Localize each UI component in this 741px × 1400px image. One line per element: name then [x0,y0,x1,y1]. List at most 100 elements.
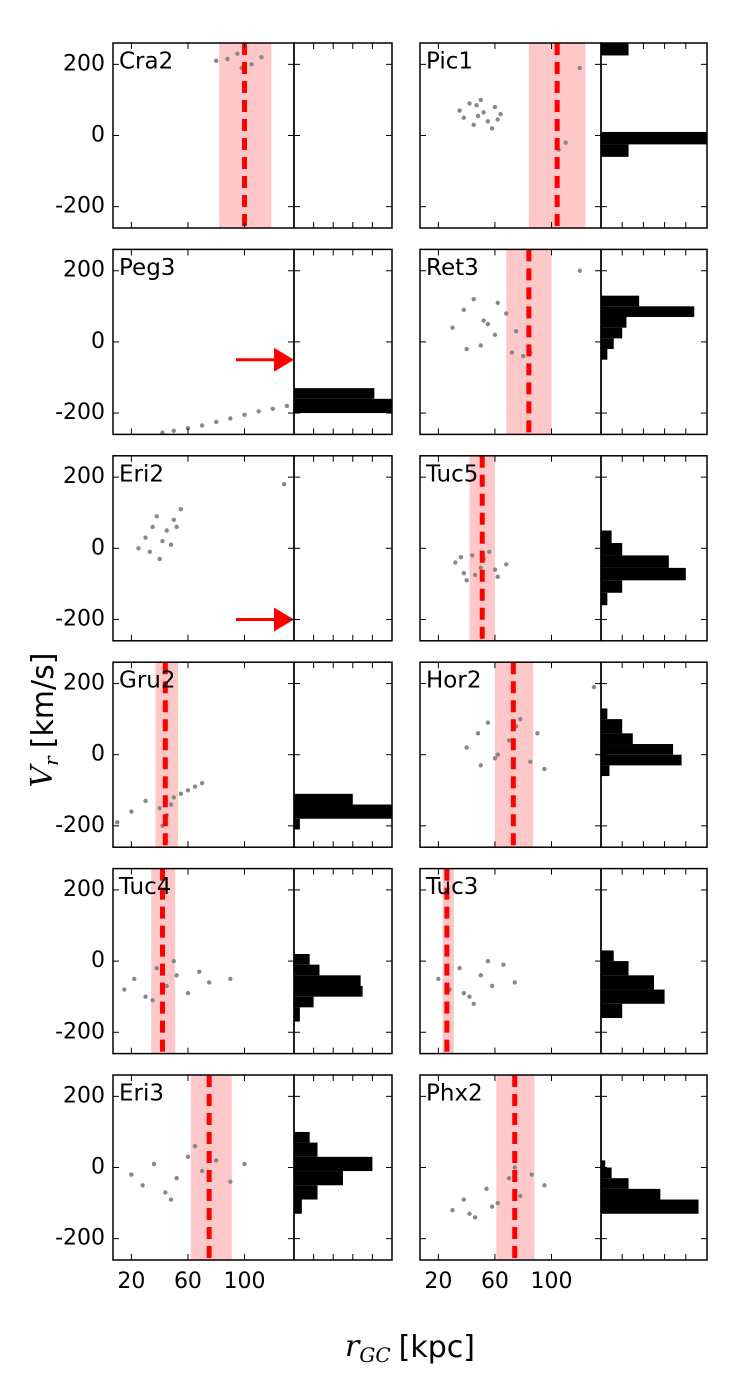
hist-bar [601,327,623,339]
panel [160,403,290,435]
data-point [457,966,462,971]
hist-bar [294,1185,318,1200]
hist-bar [294,1007,300,1022]
panel [129,1075,247,1260]
data-point [199,423,205,428]
hist-bar [294,953,310,965]
data-point [472,1215,478,1220]
hist-panel [601,708,682,777]
data-point [168,1197,174,1202]
data-point [471,122,476,128]
data-point [475,113,481,119]
data-point [228,416,233,421]
hist-panel [601,950,665,1019]
data-point [143,535,148,540]
panel [457,43,586,228]
hist-panel [294,793,392,830]
panel-title: Eri2 [119,461,164,487]
data-point [150,524,155,530]
data-point [185,1154,191,1160]
data-point [185,990,191,996]
hist-bar [601,580,623,593]
data-point [485,321,491,327]
y-tick-label: -200 [55,606,105,631]
data-point [129,1172,134,1177]
data-point [535,731,540,736]
data-point [481,318,486,323]
data-point [478,973,484,978]
data-point [478,565,484,571]
x-tick-label: 100 [224,1269,266,1294]
data-point [492,104,498,110]
data-point [214,419,219,425]
data-point [259,55,264,60]
y-tick-label: 200 [63,258,105,283]
hist-bar [601,950,614,962]
hist-bar [294,1156,373,1172]
hist-bar [601,961,629,976]
hist-bar [294,793,353,805]
hist-bar [601,349,608,360]
hist-bar [601,1199,699,1214]
x-tick-label: 100 [531,1269,573,1294]
data-point [464,578,469,583]
y-tick-label: 0 [91,948,105,973]
y-tick-label: 0 [91,123,105,148]
panel [115,662,205,848]
hist-frame [293,455,393,642]
data-point [235,51,240,56]
data-point [471,297,476,302]
hist-bar [601,744,674,755]
data-point [506,738,512,743]
data-point [495,574,500,579]
data-point [242,412,247,418]
y-tick-label: 200 [63,464,105,489]
data-point [154,514,160,519]
data-point [154,966,160,971]
y-label-symbol: V [25,762,60,787]
panel-title: Tuc4 [118,874,171,900]
hist-bar [601,131,707,145]
data-point [464,346,469,352]
data-point [504,562,509,567]
panel-title: Phx2 [426,1081,483,1107]
hist-frame [293,661,393,848]
panel-title: Cra2 [119,49,173,75]
hist-frame [293,42,393,229]
data-point [157,556,162,562]
data-point [513,329,519,334]
y-tick-label: 200 [63,1083,105,1108]
y-tick-label: 0 [91,329,105,354]
velocity-arrow-head [274,347,294,372]
data-point [136,546,141,551]
data-point [284,403,290,409]
hist-bar [601,765,610,777]
data-point [122,987,127,992]
hist-bar [601,295,640,307]
data-point [450,325,455,330]
hist-bar [601,975,654,990]
hist-bar [294,818,300,830]
x-label-unit: [kpc] [399,1330,475,1365]
data-point [151,1161,157,1167]
hist-bar [294,1131,310,1143]
panel [464,662,597,848]
data-point [478,343,484,348]
data-point [140,1183,145,1188]
data-point [174,1175,179,1181]
data-point [484,1186,489,1192]
y-tick-label: 0 [91,1155,105,1180]
data-point [475,731,481,736]
hist-panel [294,953,363,1022]
data-point [512,980,517,985]
data-point [147,549,152,555]
data-point [150,998,155,1003]
data-point [464,745,469,750]
panel [450,249,582,435]
data-point [249,62,254,67]
hist-bar [601,1188,661,1200]
x-label-symbol: r [345,1329,361,1364]
hist-bar [601,306,695,317]
hist-bar [601,733,633,745]
x-tick-label: 60 [481,1269,509,1294]
